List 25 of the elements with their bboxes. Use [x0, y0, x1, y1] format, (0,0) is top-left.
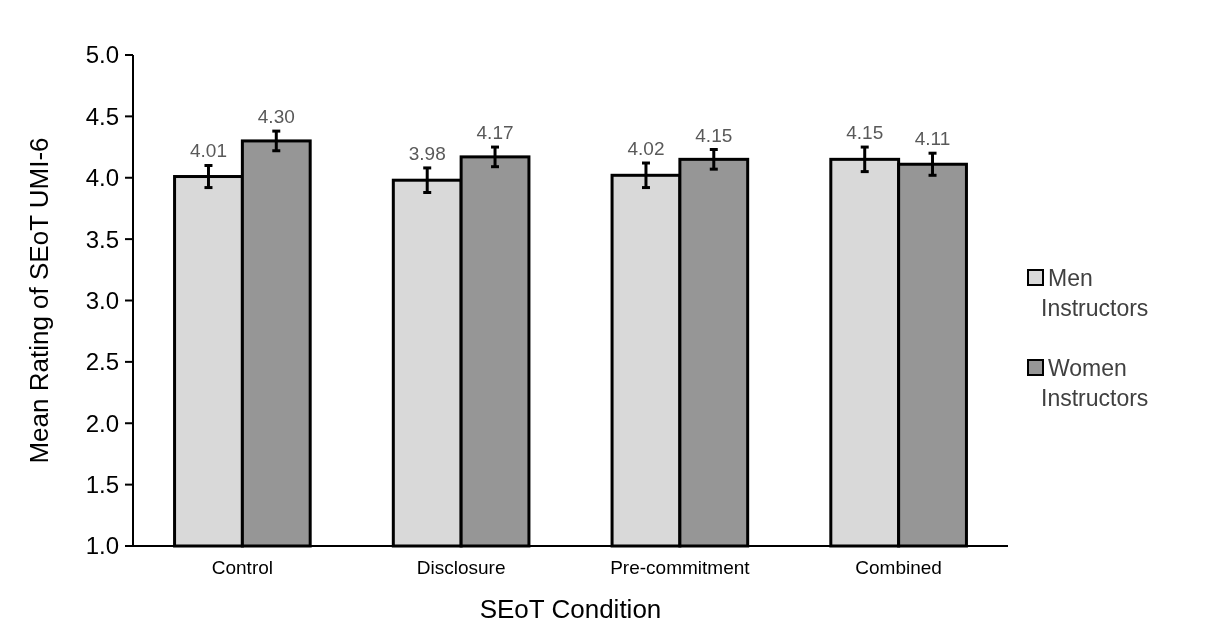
text: 4.15 [846, 122, 884, 144]
x-axis-title: SEoT Condition [479, 594, 662, 624]
y-tick-label: 4.0 [85, 164, 119, 192]
text: 4.17 [476, 122, 514, 144]
y-axis-title: Mean Rating of SEoT UMI-6 [24, 137, 54, 464]
y-tick-label: 1.5 [85, 471, 119, 499]
x-tick-label: Disclosure [416, 557, 506, 578]
text: 4.01 [189, 140, 227, 162]
y-tick-label: 4.5 [85, 102, 119, 130]
y-tick-label: 2.5 [85, 348, 119, 376]
x-tick-label: Combined [855, 557, 942, 578]
text: 4.30 [257, 106, 295, 128]
y-tick-label: 1.0 [85, 532, 119, 560]
y-tick-label: 3.0 [85, 286, 119, 314]
x-tick-label: Pre-commitment [610, 557, 751, 578]
y-tick-label: 2.0 [85, 409, 119, 437]
legend-label: Men Instructors [1041, 265, 1149, 321]
text: 3.98 [408, 142, 446, 164]
text: 4.15 [695, 124, 733, 146]
x-tick-label: Control [211, 557, 273, 578]
text: 4.11 [914, 128, 951, 150]
y-tick-label: 3.5 [85, 225, 119, 253]
text: 4.02 [627, 138, 665, 160]
y-tick-label: 5.0 [85, 41, 119, 69]
legend-label: Women Instructors [1041, 355, 1149, 411]
